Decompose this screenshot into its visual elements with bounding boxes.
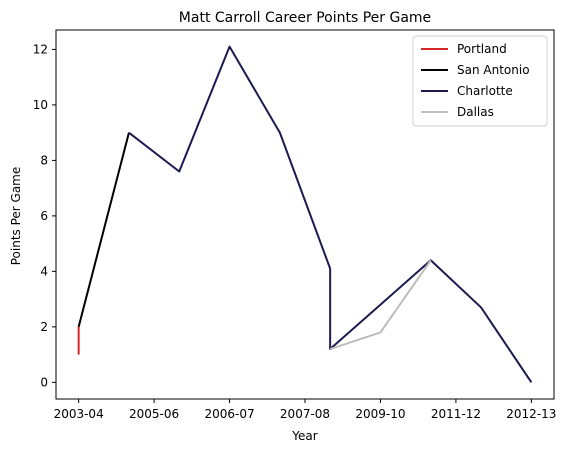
chart-title: Matt Carroll Career Points Per Game xyxy=(179,10,431,26)
series-line-san-antonio xyxy=(77,132,130,328)
x-tick-label: 2011-12 xyxy=(431,407,481,421)
legend-label: Dallas xyxy=(457,105,494,119)
legend-box xyxy=(412,35,548,127)
y-axis: 0 2 4 6 8 10 12 xyxy=(33,42,56,389)
series-line-dallas xyxy=(329,259,432,351)
x-axis-label: Year xyxy=(291,429,317,443)
x-tick-label: 2009-10 xyxy=(355,407,405,421)
y-tick-label: 12 xyxy=(33,42,48,56)
y-tick-label: 4 xyxy=(40,264,48,278)
legend-label: Charlotte xyxy=(457,84,513,98)
series-line-charlotte xyxy=(128,45,533,383)
y-axis-label: Points Per Game xyxy=(9,167,23,266)
x-tick-label: 2006-07 xyxy=(204,407,254,421)
x-axis: 2003-04 2005-06 2006-07 2007-08 2009-10 2011-… xyxy=(54,399,556,421)
y-tick-label: 10 xyxy=(33,98,48,112)
y-tick-label: 2 xyxy=(40,320,48,334)
y-tick-label: 6 xyxy=(40,209,48,223)
y-tick-label: 0 xyxy=(40,375,48,389)
legend-label: Portland xyxy=(457,42,507,56)
x-tick-label: 2003-04 xyxy=(54,407,104,421)
x-tick-label: 2007-08 xyxy=(280,407,330,421)
x-tick-label: 2005-06 xyxy=(129,407,179,421)
y-tick-label: 8 xyxy=(40,153,48,167)
legend: Portland San Antonio Charlotte Dallas xyxy=(412,35,548,127)
x-tick-label: 2012-13 xyxy=(506,407,556,421)
series-layer xyxy=(77,45,533,383)
legend-label: San Antonio xyxy=(457,63,530,77)
